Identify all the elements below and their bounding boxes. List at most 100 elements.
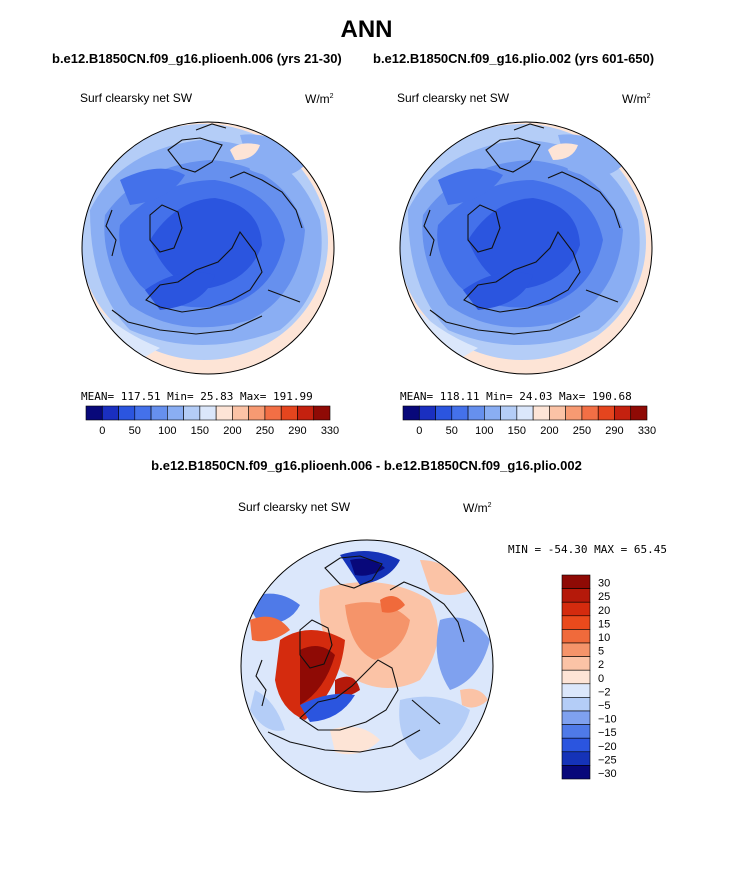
colorbar-swatch: [297, 405, 315, 421]
left-map-border: [81, 121, 335, 375]
colorbar-swatch: [215, 405, 233, 421]
colorbar-swatch: [561, 656, 591, 671]
colorbar-swatch: [183, 405, 201, 421]
colorbar-swatch: [561, 710, 591, 725]
colorbar-tick-label: 15: [598, 618, 610, 630]
colorbar-swatch: [561, 724, 591, 739]
colorbar-swatch: [280, 405, 298, 421]
colorbar-swatch: [199, 405, 217, 421]
colorbar-tick-label: 250: [256, 425, 274, 437]
colorbar-swatch: [101, 405, 119, 421]
colorbar-tick-label: 290: [288, 425, 306, 437]
colorbar-tick-label: 0: [99, 425, 105, 437]
colorbar-swatch: [85, 405, 103, 421]
colorbar-tick-label: −25: [598, 754, 617, 766]
left-variable-label: Surf clearsky net SW: [80, 91, 193, 105]
diff-variable-label: Surf clearsky net SW: [238, 500, 351, 514]
right-run-title: b.e12.B1850CN.f09_g16.plio.002 (yrs 601-…: [373, 51, 655, 66]
colorbar-swatch: [248, 405, 266, 421]
colorbar-tick-label: 330: [321, 425, 339, 437]
colorbar-swatch: [561, 615, 591, 630]
left-coastlines: [105, 123, 303, 335]
colorbar-swatch: [561, 669, 591, 685]
colorbar-swatch: [581, 405, 599, 421]
difference-map-border: [240, 539, 494, 793]
right-stats: MEAN= 118.11 Min= 24.03 Max= 190.68: [400, 390, 632, 403]
colorbar-swatch: [565, 405, 583, 421]
colorbar-swatch: [402, 405, 420, 421]
colorbar-tick-label: 100: [158, 425, 176, 437]
colorbar-tick-label: 2: [598, 659, 604, 671]
colorbar-tick-label: 0: [598, 673, 604, 685]
colorbar-swatch: [232, 405, 249, 421]
colorbar-tick-label: 30: [598, 578, 610, 590]
colorbar-tick-label: 100: [475, 425, 493, 437]
right-map-border: [399, 121, 653, 375]
colorbar-swatch: [561, 601, 591, 617]
colorbar-tick-label: 290: [605, 425, 623, 437]
right-colorbar: 0 50 100 150 200 250 290 330: [402, 405, 656, 437]
diff-minmax: MIN = -54.30 MAX = 65.45: [508, 543, 667, 556]
colorbar-tick-label: −15: [598, 727, 617, 739]
colorbar-swatch: [561, 751, 591, 766]
colorbar-tick-label: 330: [638, 425, 656, 437]
colorbar-swatch: [313, 405, 331, 421]
difference-coastlines: [255, 555, 465, 753]
colorbar-swatch: [167, 405, 184, 421]
colorbar-tick-label: 25: [598, 591, 610, 603]
colorbar-swatch: [561, 683, 591, 698]
colorbar-tick-label: 50: [129, 425, 141, 437]
difference-map: [241, 540, 493, 792]
colorbar-tick-label: 250: [573, 425, 591, 437]
left-units-label: W/m2: [305, 92, 334, 106]
page-title: ANN: [340, 16, 393, 43]
colorbar-tick-label: 50: [446, 425, 458, 437]
colorbar-swatch: [150, 405, 168, 421]
colorbar-swatch: [467, 405, 485, 421]
colorbar-swatch: [561, 737, 591, 753]
colorbar-swatch: [118, 405, 136, 421]
colorbar-tick-label: 20: [598, 605, 610, 617]
colorbar-tick-label: 5: [598, 646, 604, 658]
left-colorbar: 0 50 100 150 200 250 290 330: [85, 405, 339, 437]
colorbar-tick-label: −2: [598, 686, 611, 698]
colorbar-tick-label: −5: [598, 700, 611, 712]
colorbar-swatch: [561, 765, 591, 780]
colorbar-swatch: [264, 405, 282, 421]
colorbar-tick-label: 10: [598, 632, 610, 644]
colorbar-swatch: [614, 405, 632, 421]
colorbar-tick-label: −20: [598, 741, 617, 753]
colorbar-swatch: [500, 405, 518, 421]
left-stats: MEAN= 117.51 Min= 25.83 Max= 191.99: [81, 390, 313, 403]
colorbar-swatch: [484, 405, 501, 421]
difference-title: b.e12.B1850CN.f09_g16.plioenh.006 - b.e1…: [151, 458, 582, 473]
colorbar-swatch: [549, 405, 566, 421]
colorbar-tick-label: 200: [540, 425, 558, 437]
colorbar-swatch: [418, 405, 436, 421]
colorbar-swatch: [597, 405, 615, 421]
colorbar-swatch: [516, 405, 534, 421]
colorbar-swatch: [451, 405, 469, 421]
colorbar-tick-label: 150: [508, 425, 526, 437]
colorbar-tick-label: −10: [598, 714, 617, 726]
colorbar-tick-label: −30: [598, 768, 617, 780]
right-variable-label: Surf clearsky net SW: [397, 91, 510, 105]
right-coastlines: [423, 123, 621, 335]
colorbar-tick-label: 150: [191, 425, 209, 437]
left-run-title: b.e12.B1850CN.f09_g16.plioenh.006 (yrs 2…: [52, 51, 342, 66]
colorbar-swatch: [561, 629, 591, 644]
diff-units-label: W/m2: [463, 501, 492, 515]
colorbar-swatch: [532, 405, 550, 421]
right-units-label: W/m2: [622, 92, 651, 106]
colorbar-swatch: [435, 405, 453, 421]
colorbar-swatch: [561, 588, 591, 603]
colorbar-tick-label: 200: [223, 425, 241, 437]
colorbar-swatch: [561, 697, 591, 712]
colorbar-swatch: [134, 405, 152, 421]
colorbar-swatch: [561, 574, 591, 589]
colorbar-tick-label: 0: [416, 425, 422, 437]
colorbar-swatch: [561, 642, 591, 657]
colorbar-swatch: [630, 405, 648, 421]
